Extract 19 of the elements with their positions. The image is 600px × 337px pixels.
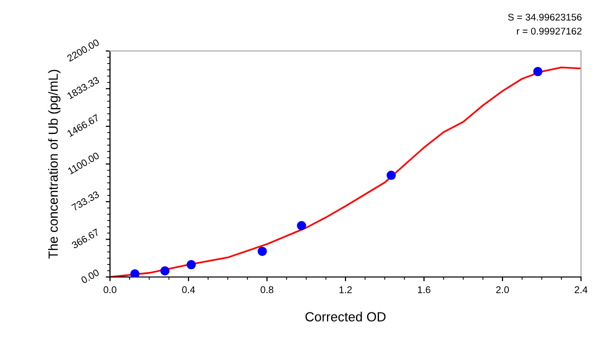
point xyxy=(186,260,196,270)
x-tick-label: 2.0 xyxy=(496,286,509,294)
y-axis-title: The concentration of Ub (pg/mL) xyxy=(48,70,60,259)
text: S = 34.99623156 xyxy=(508,14,582,21)
text: r = 0.99927162 xyxy=(516,28,582,35)
x-tick-label: 0.8 xyxy=(260,286,274,294)
point xyxy=(386,170,396,180)
point xyxy=(160,266,170,276)
x-tick-label: 0.0 xyxy=(104,286,116,294)
point xyxy=(533,66,542,76)
x-tick-label: 1.2 xyxy=(339,286,352,294)
point xyxy=(130,269,140,277)
x-tick-label: 1.6 xyxy=(418,286,430,294)
point xyxy=(258,246,267,256)
x-tick-label: 0.4 xyxy=(182,286,195,294)
x-tick-label: 2.4 xyxy=(574,286,588,294)
x-axis-title: Corrected OD xyxy=(305,312,386,322)
point xyxy=(296,221,306,230)
y-tick-label: 0.00 xyxy=(80,268,100,284)
